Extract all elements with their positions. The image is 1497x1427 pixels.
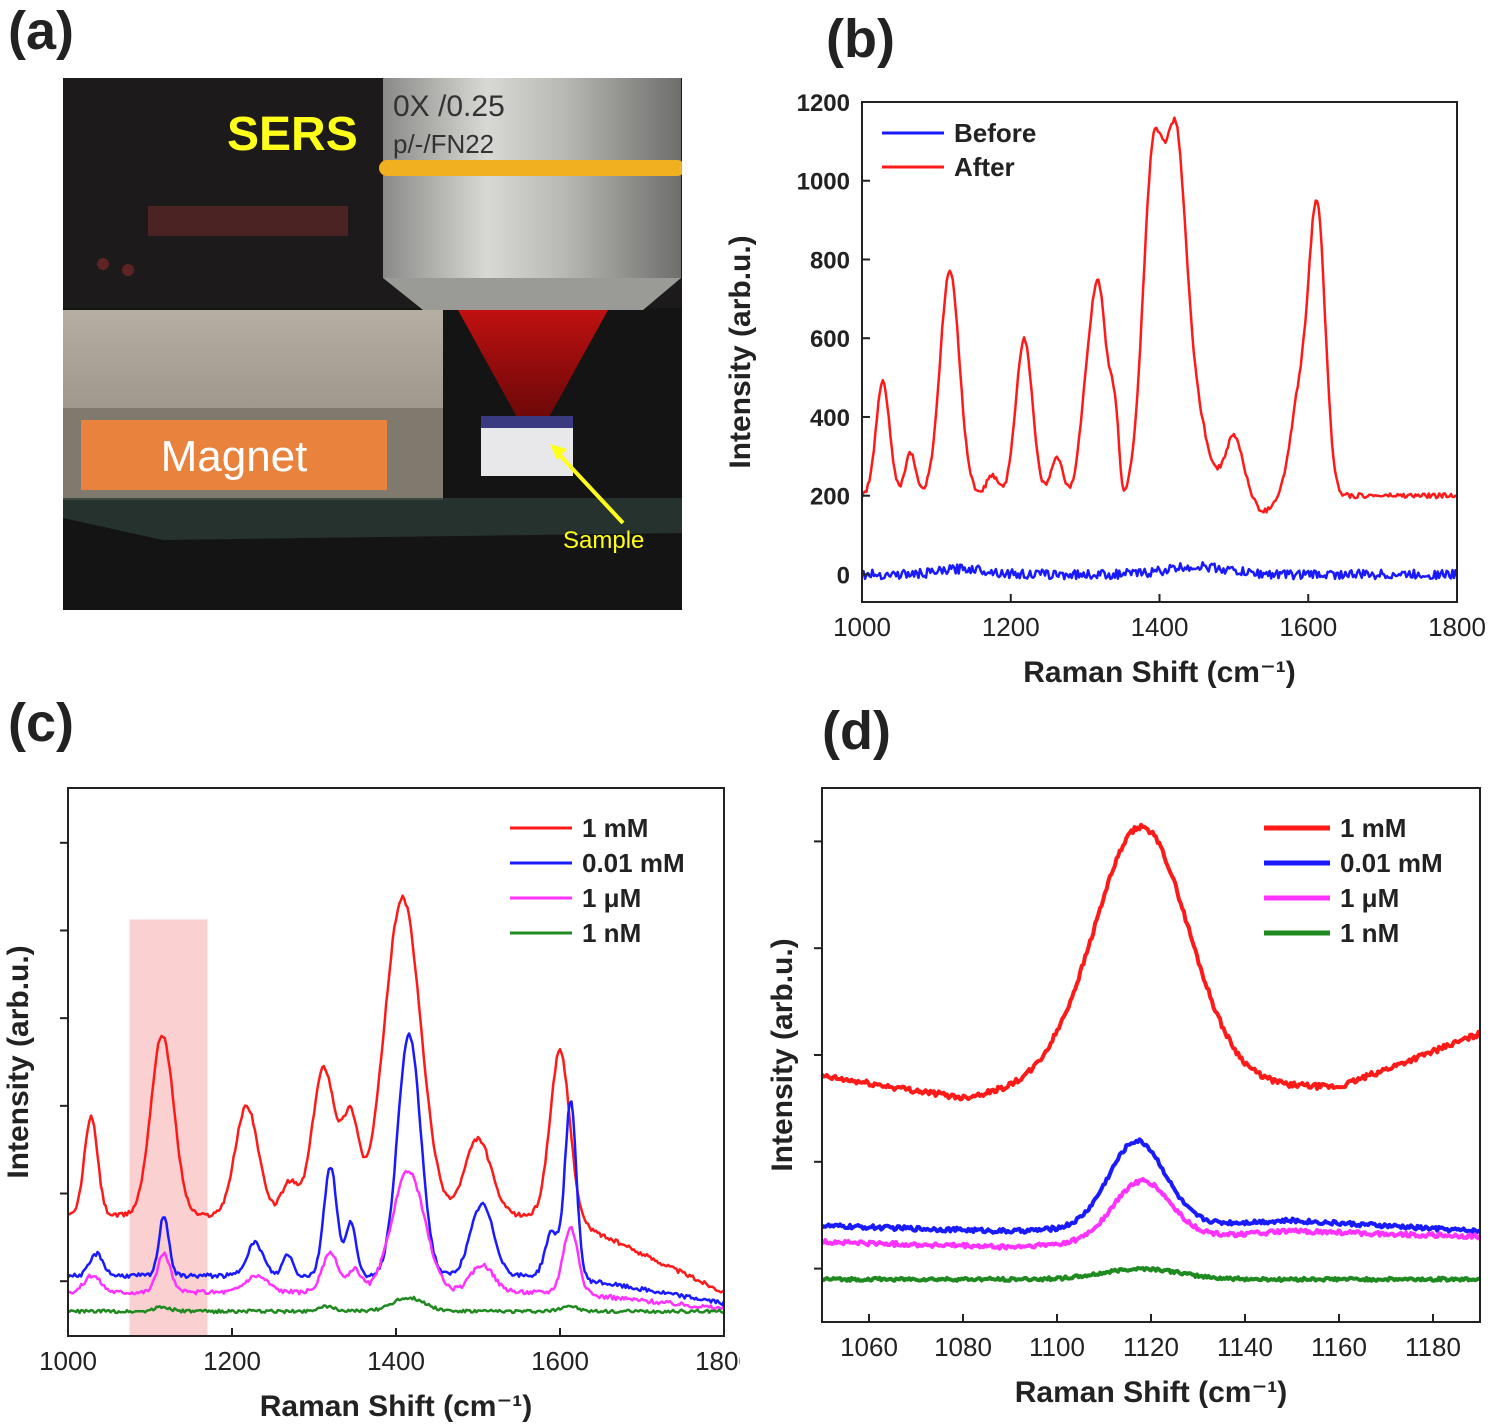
series-line-001-mM <box>66 1032 726 1307</box>
legend-label: 1 mM <box>582 813 648 843</box>
x-tick-label: 1400 <box>367 1346 425 1376</box>
series-line-1-mM <box>67 894 725 1294</box>
y-tick-label: 200 <box>810 484 850 511</box>
legend-label: 0.01 mM <box>1340 848 1443 878</box>
legend-label: After <box>954 152 1015 182</box>
x-tick-label: 1160 <box>1311 1332 1367 1362</box>
legend-label: 1 nM <box>582 918 641 948</box>
glass-slide <box>63 498 682 540</box>
objective-lens <box>383 78 681 278</box>
x-tick-label: 1000 <box>39 1346 97 1376</box>
y-tick-label: 800 <box>810 247 850 274</box>
lens-ring <box>379 160 682 176</box>
magnet-label: Magnet <box>161 432 308 481</box>
x-tick-label: 1600 <box>1279 612 1337 642</box>
panel-label-d: (d) <box>822 701 891 761</box>
legend-label: 1 μM <box>582 883 641 913</box>
chart-c-svg: 1000 1200 1400 1600 1800 Raman Shift (cm⁻¹) In… <box>2 787 753 1423</box>
chart-panel-b: 1000 1200 1400 1600 1800 0 200 400 600 800 1000 120… <box>700 80 1490 705</box>
x-tick-label: 1140 <box>1217 1332 1273 1362</box>
magnet-label-box <box>81 420 387 490</box>
series-line-001-mM <box>820 1137 1481 1235</box>
y-axis-label: Intensity (arb.u.) <box>724 235 757 468</box>
panel-label-c: (c) <box>8 693 74 753</box>
chart-panel-c: 1000 1200 1400 1600 1800 Raman Shift (cm⁻¹) In… <box>0 760 753 1427</box>
legend-label: 0.01 mM <box>582 848 685 878</box>
lens-text-2: p/-/FN22 <box>393 129 494 159</box>
x-tick-label: 1120 <box>1123 1332 1179 1362</box>
series-line-1-M <box>821 1177 1482 1251</box>
y-tick-label: 600 <box>810 326 850 353</box>
y-tick-label: 0 <box>837 562 850 589</box>
x-tick-label: 1200 <box>982 612 1040 642</box>
y-axis-label: Intensity (arb.u.) <box>766 938 799 1171</box>
x-tick-label: 1080 <box>934 1332 992 1362</box>
sample-arrow <box>553 448 625 525</box>
y-axis-label: Intensity (arb.u.) <box>2 945 35 1178</box>
sers-label: SERS <box>227 108 358 161</box>
photo-illustration: 0X /0.25 p/-/FN22 Magnet SERS Sample <box>63 78 682 610</box>
x-tick-label: 1800 <box>695 1346 740 1376</box>
y-tick-label: 400 <box>810 405 850 432</box>
legend-label: 1 mM <box>1340 813 1406 843</box>
panel-label-a: (a) <box>8 1 74 61</box>
lens-text-1: 0X /0.25 <box>393 90 505 123</box>
y-tick-label: 1200 <box>797 90 850 117</box>
x-axis-label: Raman Shift (cm⁻¹) <box>260 1390 533 1422</box>
chart-b-svg: 1000 1200 1400 1600 1800 0 200 400 600 800 1000 120… <box>724 90 1486 689</box>
series-line-After <box>860 116 1458 514</box>
objective-lens-tip <box>383 278 681 310</box>
x-tick-label: 1200 <box>203 1346 261 1376</box>
x-tick-label: 1000 <box>833 612 891 642</box>
legend-label: 1 nM <box>1340 918 1399 948</box>
background-red-blur <box>148 206 348 236</box>
chart-d-svg: 1060 1080 1100 1120 1140 1160 1180 Raman Shift … <box>766 787 1482 1409</box>
highlight-region <box>129 919 208 1336</box>
x-axis-label: Raman Shift (cm⁻¹) <box>1023 656 1296 689</box>
series-line-1-mM <box>820 822 1482 1102</box>
series-line-1-nM <box>820 1265 1481 1283</box>
sers-setup-photo: 0X /0.25 p/-/FN22 Magnet SERS Sample <box>63 78 682 610</box>
series-line-1-nM <box>67 1295 725 1315</box>
laser-beam <box>458 310 608 428</box>
x-tick-label: 1180 <box>1405 1332 1461 1362</box>
legend-label: Before <box>954 118 1036 148</box>
y-tick-label: 1000 <box>797 169 850 196</box>
x-tick-label: 1600 <box>531 1346 589 1376</box>
x-tick-label: 1100 <box>1029 1332 1085 1362</box>
sample-label: Sample <box>563 527 644 554</box>
series-line-1-M <box>67 1169 725 1311</box>
x-tick-label: 1800 <box>1428 612 1486 642</box>
x-tick-label: 1060 <box>840 1332 898 1362</box>
chart-panel-d: 1060 1080 1100 1120 1140 1160 1180 Raman Shift … <box>760 760 1497 1427</box>
series-line-Before <box>861 561 1459 581</box>
x-tick-label: 1400 <box>1131 612 1189 642</box>
panel-label-b: (b) <box>826 9 895 69</box>
legend-label: 1 μM <box>1340 883 1399 913</box>
plot-frame <box>861 101 1458 603</box>
x-axis-label: Raman Shift (cm⁻¹) <box>1015 1376 1288 1409</box>
